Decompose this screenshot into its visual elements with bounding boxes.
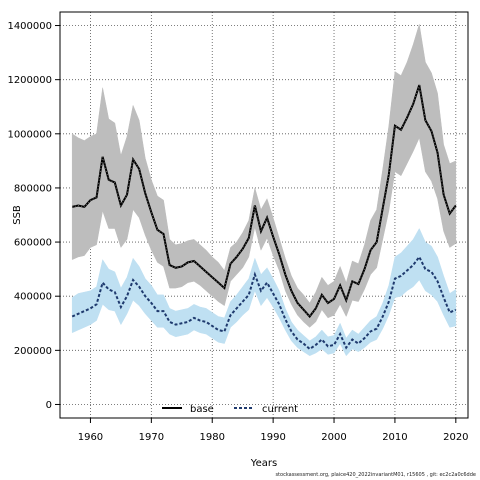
y-axis-title: SSB	[12, 205, 23, 225]
x-tick-label: 1970	[139, 432, 164, 443]
y-tick-label: 600000	[14, 238, 52, 249]
base-confidence-band	[71, 24, 457, 328]
footer-credit: stockassessment.org, plaice420_2022invar…	[275, 472, 476, 478]
y-tick-label: 1400000	[7, 21, 52, 32]
x-axis-title: Years	[250, 458, 277, 469]
x-tick-label: 2020	[443, 432, 468, 443]
y-tick-label: 1200000	[7, 75, 52, 86]
x-tick-label: 2000	[321, 432, 346, 443]
y-tick-label: 800000	[14, 183, 52, 194]
y-tick-label: 200000	[14, 346, 52, 357]
x-tick-label: 1980	[200, 432, 225, 443]
y-tick-label: 0	[46, 400, 52, 411]
current-confidence-band	[71, 227, 457, 357]
legend-base-label: base	[190, 404, 214, 415]
y-tick-label: 400000	[14, 292, 52, 303]
y-tick-label: 1000000	[7, 129, 52, 140]
x-tick-label: 2010	[382, 432, 407, 443]
y-axis-ticks: 0 200000 400000 600000 800000 1000000 1200000 1…	[7, 21, 60, 411]
x-axis-ticks: 1960 1970 1980 1990 2000 2010 2020	[78, 418, 469, 443]
legend-current-label: current	[262, 404, 298, 415]
legend: base current	[162, 404, 298, 415]
confidence-bands	[71, 24, 457, 357]
current-series-line	[71, 255, 457, 351]
plot-frame	[59, 11, 469, 419]
series-lines	[71, 84, 457, 351]
base-series-line-overlay	[72, 84, 457, 318]
x-tick-label: 1960	[78, 432, 103, 443]
x-tick-label: 1990	[260, 432, 285, 443]
